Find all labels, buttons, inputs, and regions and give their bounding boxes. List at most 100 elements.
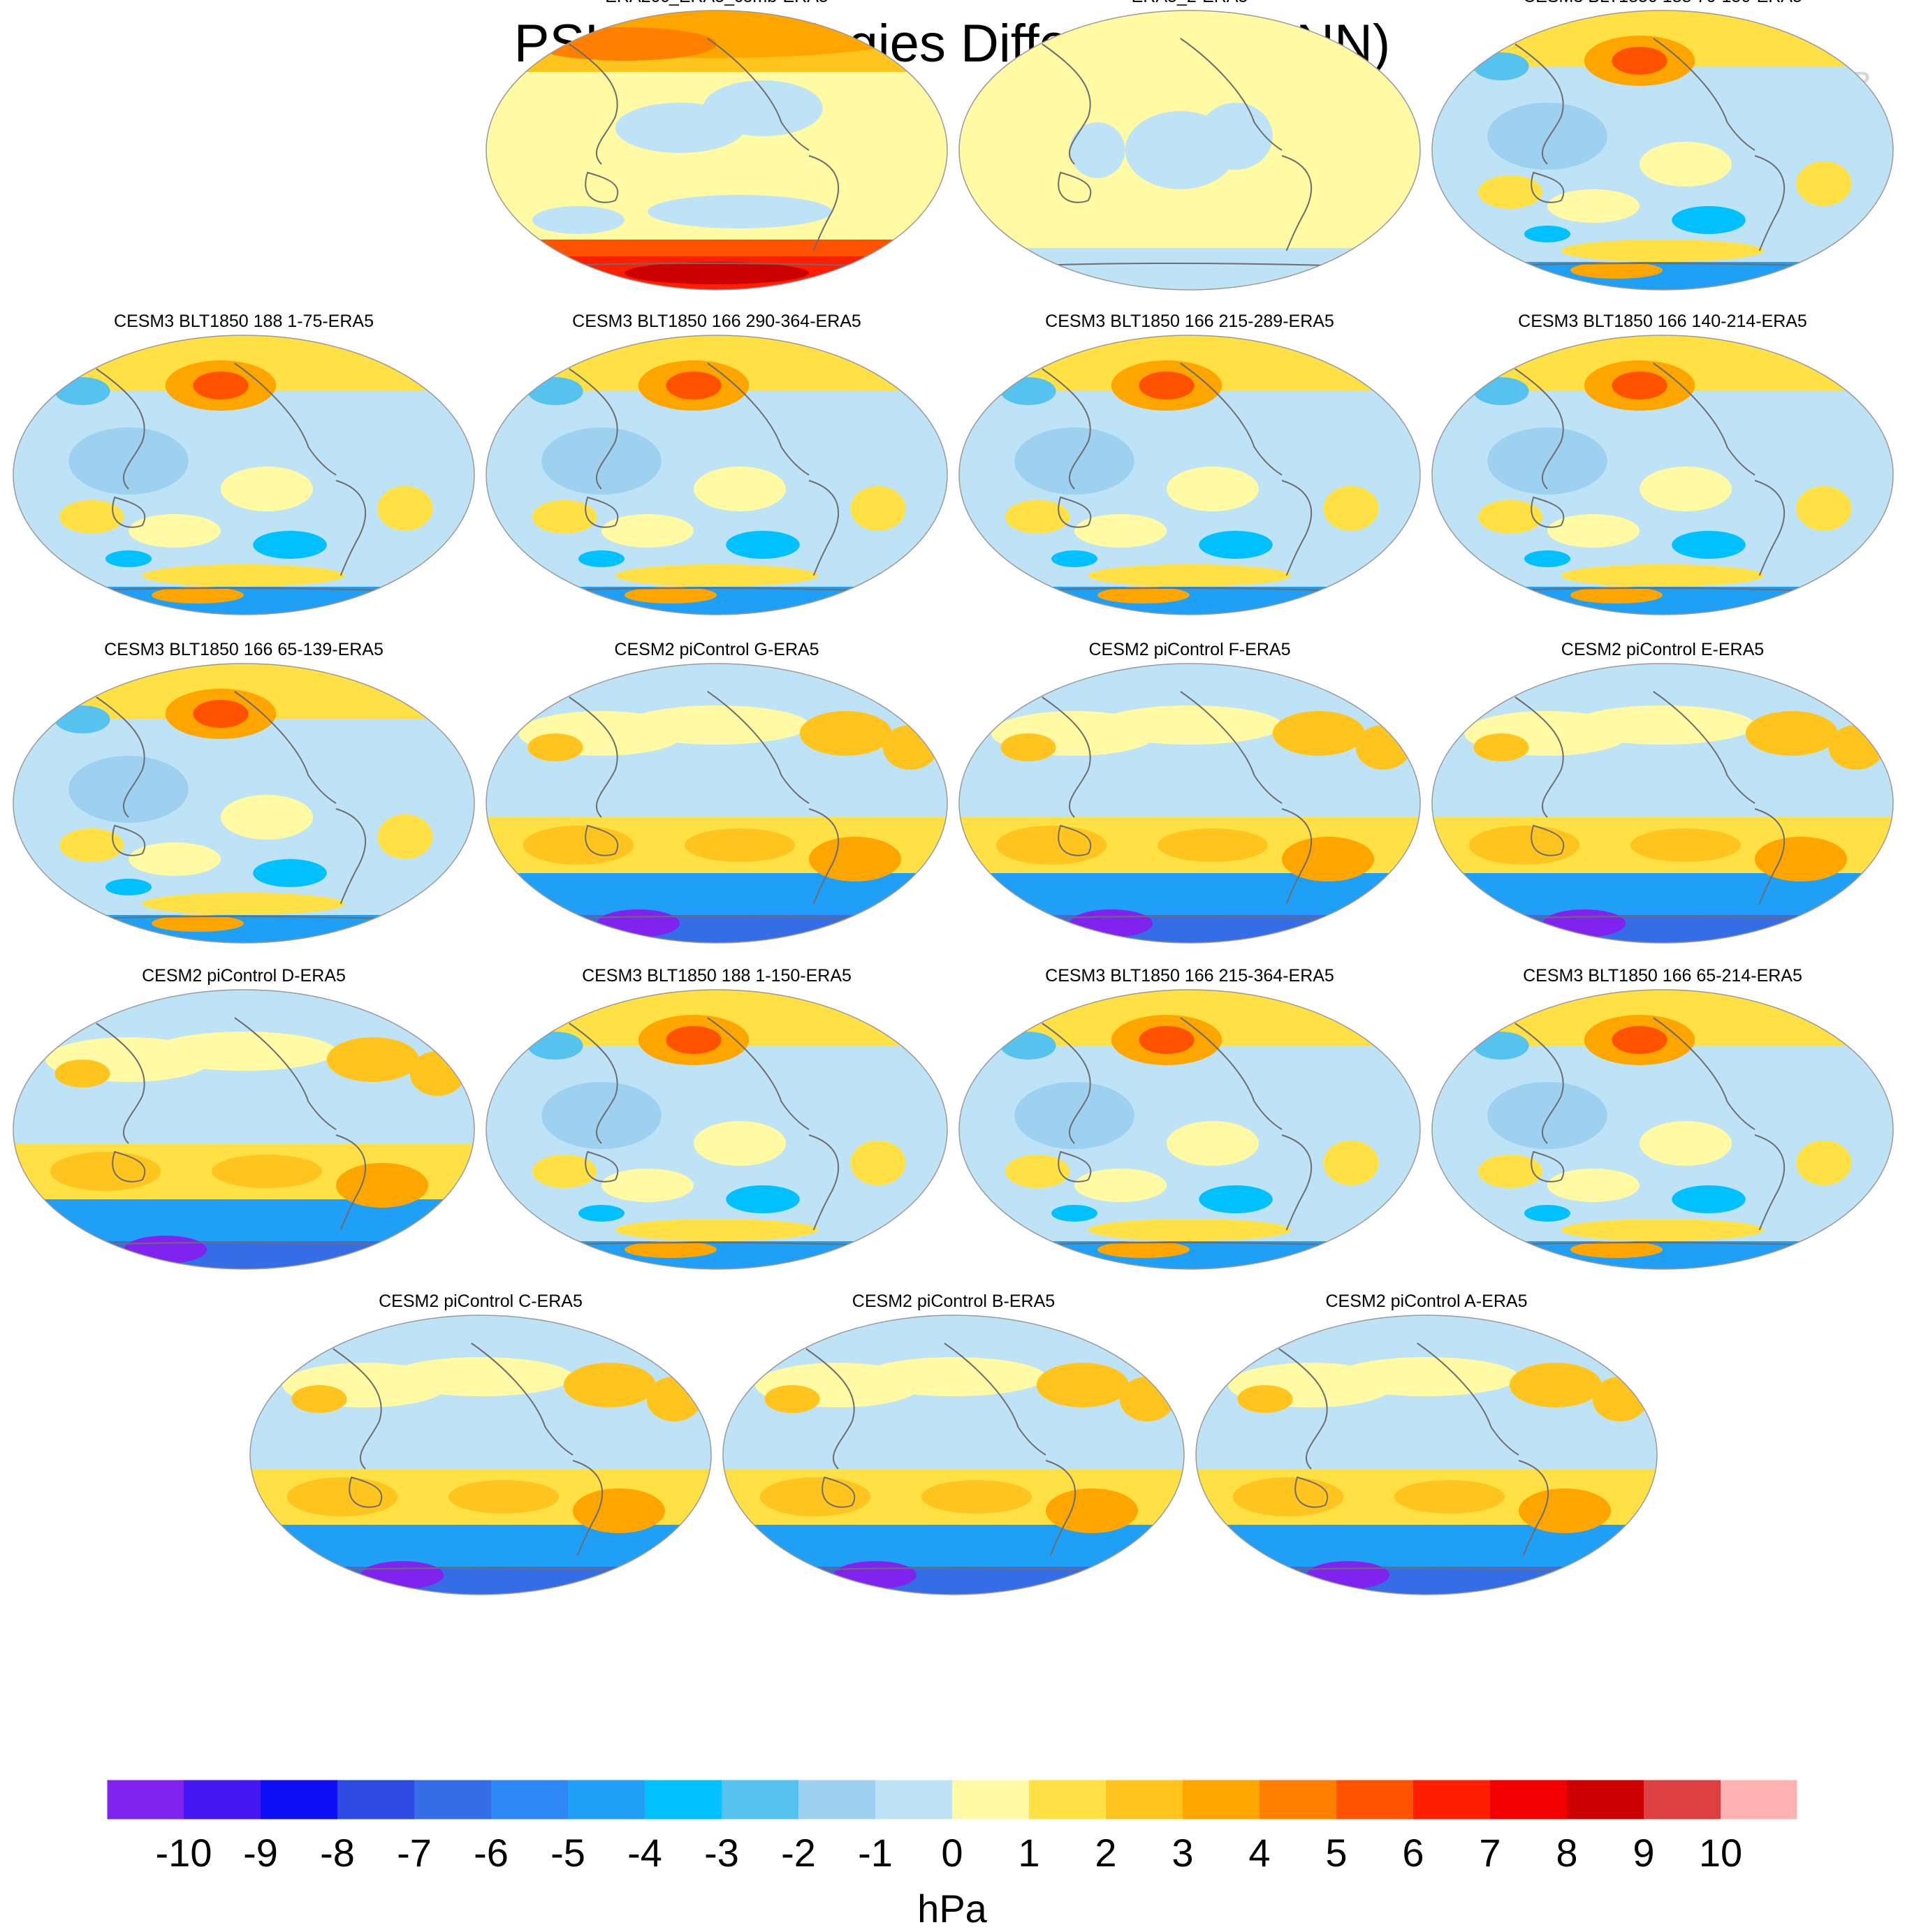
- field-blob: [1570, 1241, 1663, 1258]
- field-blob: [597, 909, 680, 937]
- coastline: [96, 368, 145, 490]
- colorbar-tick-label: -6: [474, 1831, 509, 1875]
- field-band: [723, 1525, 1184, 1567]
- field-blob: [601, 1169, 694, 1202]
- map-field: [1432, 10, 1893, 290]
- colorbar-tick-label: -1: [858, 1831, 893, 1875]
- map-outline: [1431, 663, 1894, 944]
- field-blob: [1592, 1377, 1648, 1421]
- field-blob: [1139, 1026, 1195, 1054]
- field-blob: [1478, 500, 1543, 534]
- map-outline: [1195, 1315, 1658, 1595]
- colorbar-swatch: [568, 1780, 645, 1820]
- colorbar-swatch: [1567, 1780, 1644, 1820]
- coastline: [333, 1348, 382, 1470]
- field-blob: [59, 500, 124, 534]
- field-blob: [1524, 226, 1570, 242]
- field-blob: [882, 725, 938, 770]
- panel-title: ERA20c_ERA5_comb-ERA5: [605, 0, 829, 6]
- field-blob: [1394, 1480, 1505, 1514]
- field-blob: [54, 705, 110, 733]
- field-blob: [703, 80, 823, 136]
- coastline: [471, 1342, 574, 1456]
- colorbar-swatch: [1644, 1780, 1721, 1820]
- coastline: [1294, 1476, 1329, 1508]
- coastline: [1281, 155, 1312, 251]
- coastline: [1058, 496, 1092, 528]
- field-blob: [625, 587, 717, 603]
- coastline: [585, 171, 619, 203]
- field-blob: [1139, 372, 1195, 400]
- field-band: [13, 1199, 474, 1241]
- field-blob: [861, 1357, 1046, 1396]
- field-blob: [646, 1377, 702, 1421]
- field-blob: [409, 1051, 465, 1096]
- field-blob: [1097, 1241, 1190, 1258]
- colorbar-frame: [106, 1779, 1798, 1820]
- coastline: [1180, 691, 1283, 804]
- coastline: [1531, 171, 1565, 203]
- colorbar-tick-label: 2: [1095, 1831, 1116, 1875]
- field-blob: [1672, 1185, 1746, 1213]
- field-blob: [726, 531, 800, 559]
- map-outline: [958, 663, 1421, 944]
- field-blob: [1796, 1141, 1852, 1185]
- field-blob: [105, 879, 152, 895]
- coastline: [1754, 1134, 1785, 1231]
- map-panel: CESM2 piControl E-ERA5: [1431, 640, 1894, 944]
- map-outline: [722, 1315, 1185, 1595]
- coastline: [1042, 368, 1091, 490]
- field-band: [1432, 915, 1893, 943]
- field-blob: [1612, 372, 1667, 400]
- colorbar-tick-labels: -10 -9 -8 -7 -6 -5 -4 -3 -2 -1 0 1 2 3 4 5 6 7 8 9 10: [156, 1831, 1743, 1875]
- field-blob: [1570, 587, 1663, 603]
- coastline: [1042, 43, 1091, 165]
- map-outline: [1431, 335, 1894, 615]
- panel-title: CESM2 piControl G-ERA5: [614, 640, 819, 659]
- field-blob: [1282, 837, 1374, 881]
- field-blob: [1478, 1155, 1543, 1188]
- map-panel: CESM3 BLT1850 166 140-214-ERA5: [1431, 312, 1894, 615]
- coastline: [1531, 1150, 1565, 1183]
- field-blob: [1796, 161, 1852, 206]
- colorbar-swatch: [491, 1780, 568, 1820]
- field-blob: [1051, 1205, 1097, 1222]
- map-field: [486, 664, 947, 943]
- field-blob: [921, 1480, 1032, 1514]
- coastline: [1058, 824, 1092, 856]
- colorbar-tick-label: 7: [1479, 1831, 1501, 1875]
- coastline: [1518, 1460, 1549, 1556]
- coastline: [1281, 1134, 1312, 1231]
- field-blob: [1088, 1219, 1292, 1241]
- map-field: [959, 664, 1420, 943]
- coastline: [112, 1150, 146, 1183]
- coastline: [335, 480, 366, 576]
- field-blob: [1640, 467, 1732, 511]
- field-blob: [1167, 467, 1259, 511]
- coastline: [1281, 808, 1312, 905]
- coastline: [1514, 1023, 1564, 1144]
- panel-title: CESM3 BLT1850 166 215-289-ERA5: [1045, 312, 1334, 331]
- panel-title: CESM3 BLT1850 166 65-139-ERA5: [104, 640, 384, 659]
- field-blob: [336, 1163, 428, 1208]
- coastline: [585, 496, 619, 528]
- coastline: [808, 808, 839, 905]
- coastline: [1180, 363, 1283, 476]
- coastline: [707, 691, 810, 804]
- field-blob: [1237, 1385, 1293, 1413]
- map-outline: [13, 335, 475, 615]
- map-outline: [1431, 989, 1894, 1270]
- coastline: [1514, 696, 1564, 818]
- map-outline: [486, 663, 948, 944]
- colorbar-tick-label: -4: [627, 1831, 662, 1875]
- field-band: [1432, 262, 1893, 290]
- map-field: [486, 990, 947, 1269]
- field-blob: [684, 828, 796, 862]
- map-field: [959, 10, 1420, 290]
- map-field: [250, 1315, 711, 1595]
- colorbar-tick-label: 8: [1556, 1831, 1577, 1875]
- colorbar-tick-label: 6: [1402, 1831, 1424, 1875]
- coastline: [1653, 691, 1756, 804]
- map-field: [13, 664, 474, 943]
- map-panel: CESM2 piControl A-ERA5: [1195, 1291, 1658, 1595]
